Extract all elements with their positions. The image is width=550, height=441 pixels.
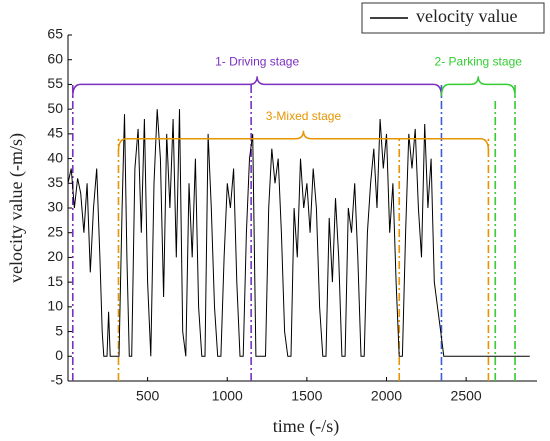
y-tick-label: 35 xyxy=(47,174,63,190)
y-tick-label: 55 xyxy=(47,75,63,91)
stage-brace xyxy=(117,130,490,151)
y-tick-label: 15 xyxy=(47,273,63,289)
y-tick-label: 0 xyxy=(55,347,63,363)
y-tick-label: 20 xyxy=(47,248,63,264)
y-tick-label: 50 xyxy=(47,100,63,116)
stage-brace xyxy=(440,76,516,97)
legend-label: velocity value xyxy=(416,6,517,26)
x-tick-label: 1000 xyxy=(212,388,243,404)
y-tick-label: 65 xyxy=(47,26,63,42)
stage-label: 3-Mixed stage xyxy=(266,109,342,123)
y-tick-label: 10 xyxy=(47,298,63,314)
y-tick-label: 30 xyxy=(47,199,63,215)
y-tick-label: 5 xyxy=(55,322,63,338)
stage-label: 1- Driving stage xyxy=(215,55,299,69)
y-tick-label: -5 xyxy=(51,372,64,388)
stage-brace xyxy=(72,76,443,97)
x-tick-label: 1500 xyxy=(291,388,322,404)
y-tick-label: 25 xyxy=(47,223,63,239)
y-axis-label: velocity value (-m/s) xyxy=(6,133,27,283)
y-tick-label: 40 xyxy=(47,149,63,165)
y-tick-label: 60 xyxy=(47,50,63,66)
x-tick-label: 500 xyxy=(136,388,160,404)
velocity-line xyxy=(67,109,530,357)
stage-label: 2- Parking stage xyxy=(435,55,523,69)
x-tick-label: 2500 xyxy=(451,388,482,404)
x-tick-label: 2000 xyxy=(371,388,402,404)
x-axis-label: time (-/s) xyxy=(273,416,339,437)
y-tick-label: 45 xyxy=(47,125,63,141)
